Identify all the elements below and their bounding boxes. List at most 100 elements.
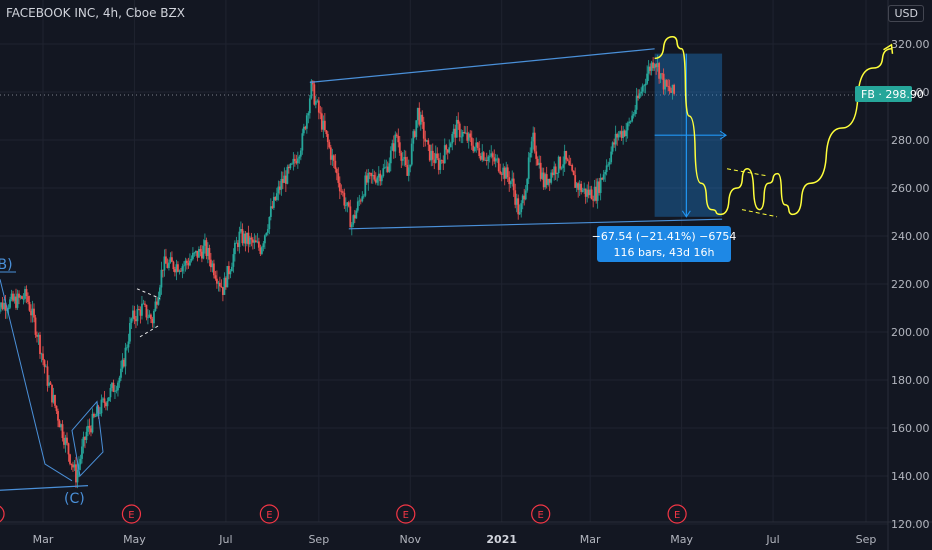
candle — [514, 183, 517, 209]
candle — [184, 257, 187, 272]
candle — [509, 180, 512, 189]
candle — [180, 268, 182, 273]
earnings-event-marker[interactable]: E — [531, 504, 551, 524]
candle — [584, 188, 587, 204]
candle — [147, 309, 149, 325]
candle — [542, 167, 545, 190]
candle — [469, 130, 472, 142]
candle — [313, 80, 316, 106]
earnings-event-marker[interactable]: E — [396, 504, 416, 524]
candle — [193, 251, 196, 257]
candle — [391, 139, 394, 151]
candle — [206, 242, 209, 264]
candle — [136, 304, 139, 326]
candle — [446, 149, 449, 160]
wave-leg-line[interactable] — [0, 279, 73, 482]
currency-button[interactable]: USD — [888, 5, 924, 22]
candle — [632, 111, 635, 119]
candle — [332, 154, 335, 168]
candle — [389, 146, 392, 172]
candle — [174, 266, 176, 277]
candle — [452, 124, 455, 143]
candle — [248, 235, 251, 248]
candle — [427, 138, 430, 152]
channel-lower-line[interactable] — [348, 218, 723, 230]
earnings-event-marker[interactable]: E — [0, 505, 5, 523]
projection-curve[interactable] — [654, 36, 892, 216]
candle — [224, 276, 227, 290]
wave-baseline[interactable] — [0, 485, 89, 493]
candle — [67, 442, 70, 462]
candle — [646, 65, 649, 85]
trend-drawings[interactable] — [0, 36, 894, 493]
candle — [82, 431, 85, 454]
earnings-event-marker[interactable]: E — [667, 504, 687, 524]
candle — [226, 265, 229, 288]
candle — [392, 135, 395, 159]
candle — [455, 116, 458, 138]
candle — [614, 125, 617, 152]
measure-tool[interactable] — [654, 53, 727, 218]
y-tick-label: 220.00 — [891, 278, 930, 291]
candle — [523, 188, 526, 206]
candle — [407, 159, 410, 182]
wave-c-box[interactable] — [71, 400, 104, 478]
earnings-event-marker[interactable]: E — [121, 504, 142, 524]
candle — [613, 138, 616, 148]
candle — [404, 150, 407, 167]
candle — [242, 230, 245, 247]
candle — [322, 115, 325, 138]
candle — [662, 68, 665, 95]
candle — [148, 310, 151, 318]
candle — [410, 138, 413, 167]
candle — [163, 249, 166, 277]
candle — [178, 269, 181, 275]
candle — [251, 236, 254, 250]
candle — [476, 141, 479, 151]
candle — [428, 144, 431, 162]
candle — [593, 179, 596, 202]
candle — [323, 112, 326, 132]
candle — [187, 257, 190, 269]
candle — [376, 175, 379, 186]
candle — [604, 169, 607, 182]
candle — [239, 221, 242, 234]
x-tick-label: Mar — [580, 533, 601, 546]
earnings-event-label: E — [128, 510, 134, 521]
candle — [436, 147, 439, 161]
candle — [166, 258, 169, 269]
channel-upper-line[interactable] — [309, 48, 655, 83]
candle — [220, 279, 223, 288]
candle — [60, 423, 62, 431]
candle — [349, 199, 352, 228]
candle — [368, 171, 371, 180]
candle — [511, 170, 514, 187]
candle — [520, 200, 523, 218]
earnings-event-marker[interactable]: E — [259, 504, 279, 524]
candle — [169, 252, 172, 264]
candle — [490, 145, 493, 159]
candle — [527, 151, 530, 185]
candle — [382, 163, 385, 178]
candle — [463, 125, 466, 134]
earnings-events[interactable]: EEEEEE — [0, 504, 687, 524]
candle — [362, 193, 365, 199]
candle — [114, 384, 116, 399]
candle — [658, 61, 661, 84]
candle — [418, 102, 421, 127]
candle — [457, 112, 460, 130]
candle — [266, 224, 269, 236]
candle — [22, 293, 25, 305]
candle — [103, 390, 106, 408]
candle — [545, 166, 548, 189]
candle — [383, 159, 386, 169]
x-tick-label: Jul — [765, 533, 779, 546]
candle — [138, 305, 140, 311]
candle — [610, 146, 613, 165]
candle — [518, 204, 521, 216]
candle — [608, 158, 611, 171]
candle — [209, 252, 212, 272]
candle — [487, 154, 490, 169]
candle — [171, 251, 173, 262]
